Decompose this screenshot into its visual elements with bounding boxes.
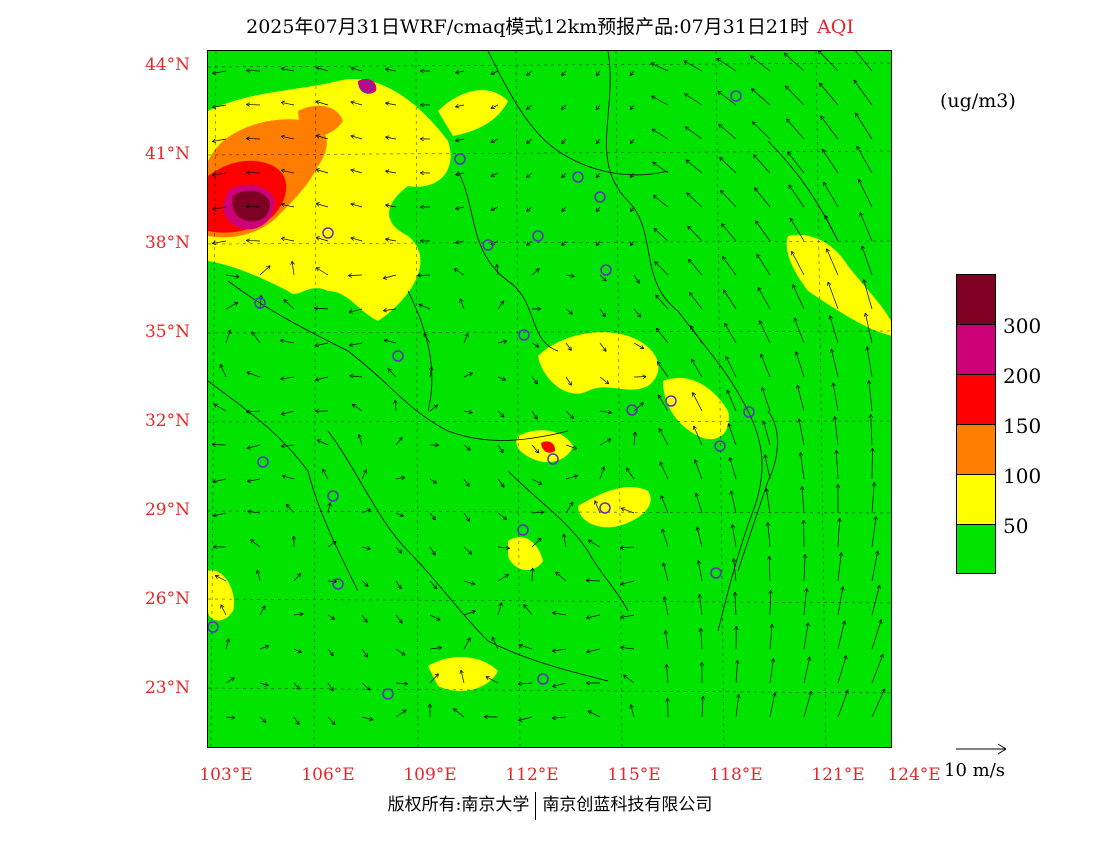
- station-marker: [714, 440, 726, 452]
- lat-label-35: 35°N: [144, 322, 190, 342]
- station-marker: [482, 239, 494, 251]
- lon-label-106: 106°E: [301, 765, 355, 785]
- colorbar-seg-100-150: [957, 425, 995, 475]
- station-marker: [454, 153, 466, 165]
- yellow-region-south: [578, 486, 651, 528]
- red-region-wuhan: [541, 441, 556, 453]
- station-marker: [392, 350, 404, 362]
- copyright-footer: 版权所有:南京大学 南京创蓝科技有限公司: [0, 790, 1100, 820]
- orange-region-north-inner: [298, 105, 343, 137]
- copyright-right: 南京创蓝科技有限公司: [542, 795, 713, 815]
- wind-reference-label: 10 m/s: [944, 760, 1005, 781]
- colorbar-seg-0-50: [957, 525, 995, 573]
- graticule: [208, 51, 891, 747]
- colorbar-seg-50-100: [957, 475, 995, 525]
- yellow-region-delta: [663, 377, 729, 440]
- lat-label-41: 41°N: [144, 144, 190, 164]
- colorbar-label-200: 200: [1003, 364, 1042, 388]
- station-marker: [208, 621, 219, 633]
- station-marker: [600, 264, 612, 276]
- station-marker: [537, 673, 549, 685]
- wind-reference-arrow-icon: [956, 743, 1007, 755]
- lat-label-32: 32°N: [144, 411, 190, 431]
- yellow-region-north: [438, 90, 508, 136]
- aqi-colorbar: [956, 274, 996, 574]
- copyright-left: 版权所有:南京大学: [387, 795, 530, 815]
- forecast-map: [208, 51, 891, 747]
- map-title: 2025年07月31日WRF/cmaq模式12km预报产品:07月31日21时 A…: [0, 12, 1100, 39]
- lon-label-124: 124°E: [887, 765, 941, 785]
- lon-label-103: 103°E: [199, 765, 253, 785]
- station-marker: [518, 329, 530, 341]
- station-markers: [208, 81, 755, 700]
- variable-label: AQI: [817, 16, 854, 38]
- station-marker: [517, 524, 529, 536]
- yellow-region-hunan: [508, 537, 543, 571]
- wind-vectors: [211, 51, 886, 726]
- station-marker: [332, 578, 344, 590]
- station-marker: [547, 453, 559, 465]
- lat-label-26: 26°N: [144, 589, 190, 609]
- station-marker: [710, 567, 722, 579]
- station-marker: [322, 227, 334, 239]
- maroon-region-northwest: [232, 190, 270, 222]
- footer-separator: [535, 791, 537, 820]
- yellow-region-southwest: [428, 656, 498, 691]
- lon-label-109: 109°E: [403, 765, 457, 785]
- map-panel: [207, 50, 892, 748]
- station-marker: [730, 90, 742, 102]
- boundaries: [208, 51, 839, 682]
- colorbar-label-100: 100: [1003, 464, 1042, 488]
- title-text: 2025年07月31日WRF/cmaq模式12km预报产品:07月31日21时: [246, 16, 810, 38]
- station-marker: [254, 297, 266, 309]
- station-marker: [327, 490, 339, 502]
- station-marker: [743, 406, 755, 418]
- station-marker: [257, 456, 269, 468]
- lon-label-112: 112°E: [505, 765, 559, 785]
- lon-label-118: 118°E: [709, 765, 763, 785]
- yellow-region-east-coast: [786, 234, 891, 336]
- lon-label-121: 121°E: [811, 765, 865, 785]
- units-label: (ug/m3): [940, 90, 1016, 112]
- lat-label-23: 23°N: [144, 678, 190, 698]
- colorbar-seg-150-200: [957, 375, 995, 425]
- station-marker: [665, 395, 677, 407]
- station-marker: [382, 688, 394, 700]
- station-marker: [360, 81, 372, 93]
- station-marker: [599, 502, 611, 514]
- station-marker: [572, 171, 584, 183]
- colorbar-label-150: 150: [1003, 414, 1042, 438]
- lon-label-115: 115°E: [607, 765, 661, 785]
- station-marker: [626, 404, 638, 416]
- colorbar-seg-200-300: [957, 325, 995, 375]
- station-marker: [532, 230, 544, 242]
- station-marker: [594, 191, 606, 203]
- pollution-layer: [208, 79, 891, 691]
- colorbar-label-50: 50: [1003, 514, 1029, 538]
- colorbar-label-300: 300: [1003, 314, 1042, 338]
- lat-label-44: 44°N: [144, 55, 190, 75]
- colorbar-seg-300plus: [957, 275, 995, 325]
- yellow-region-central: [538, 332, 659, 394]
- lat-label-38: 38°N: [144, 233, 190, 253]
- lat-label-29: 29°N: [144, 500, 190, 520]
- yellow-region-west-edge: [208, 570, 234, 621]
